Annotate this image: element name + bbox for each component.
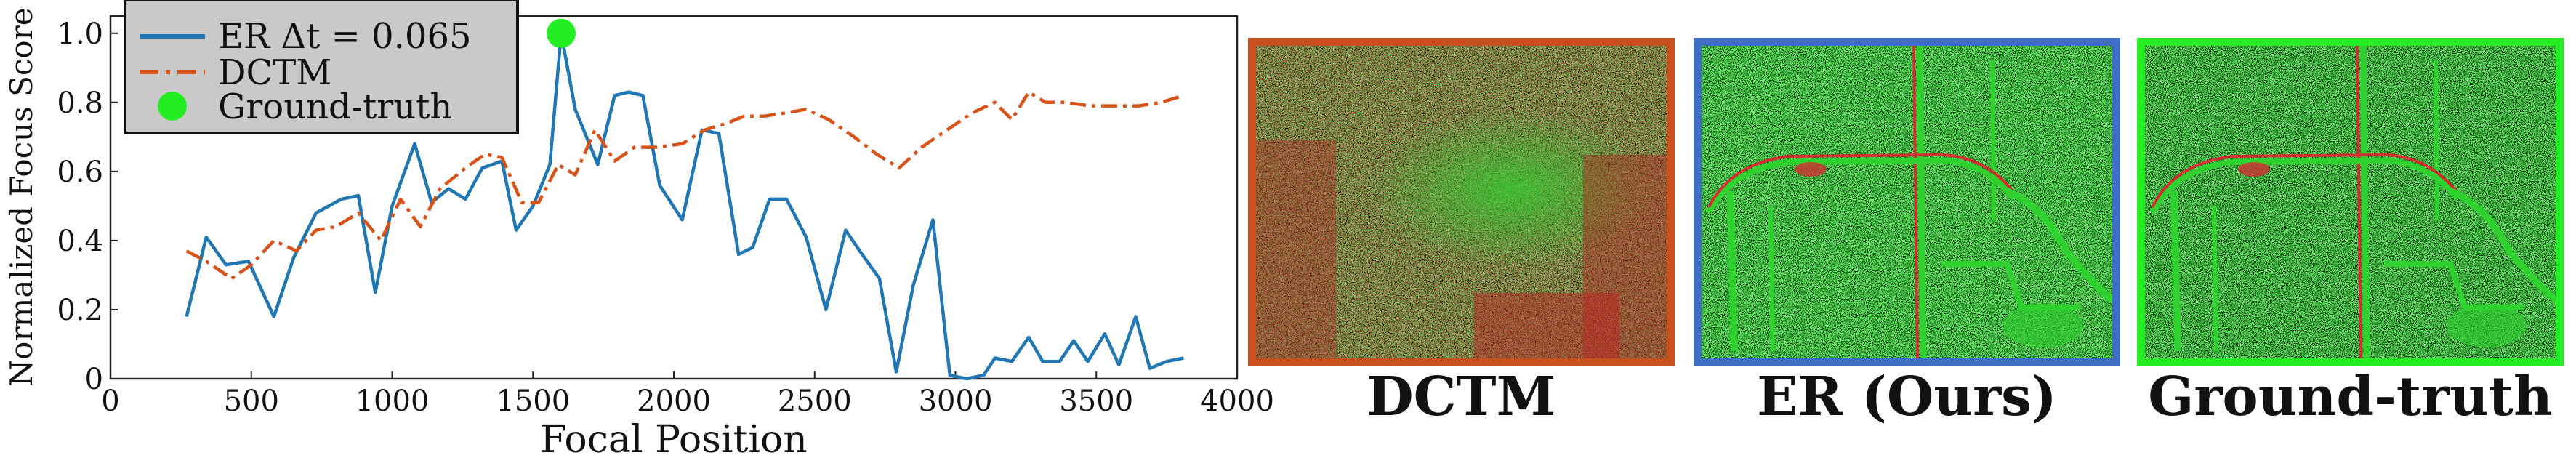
dctm-event-panel	[1248, 38, 1675, 366]
x-tick-label: 1500	[496, 385, 570, 418]
legend-box	[124, 0, 519, 134]
y-axis-label: Normalized Focus Score	[4, 7, 39, 386]
x-tick-label: 4000	[1200, 385, 1274, 418]
series-layer	[185, 18, 1185, 381]
x-axis-ticks: 0 500 1000 1500 2000 2500 3000 3500 4000	[101, 371, 1274, 418]
y-tick-label: 0	[85, 363, 103, 396]
ground-truth-caption: Ground-truth	[2148, 366, 2553, 428]
x-axis-label: Focal Position	[540, 418, 808, 458]
er-event-image	[1702, 46, 2112, 358]
legend: ER Δt = 0.065 DCTM Ground-truth	[124, 0, 519, 134]
x-tick-label: 2500	[778, 385, 852, 418]
legend-ground-truth-marker	[158, 92, 187, 121]
dctm-event-image	[1256, 46, 1667, 358]
ground-truth-event-image	[2145, 46, 2556, 358]
y-tick-label: 0.4	[57, 225, 103, 258]
x-tick-label: 3500	[1059, 385, 1133, 418]
legend-dctm-label: DCTM	[218, 52, 331, 93]
dctm-caption: DCTM	[1367, 366, 1556, 428]
x-tick-label: 500	[224, 385, 279, 418]
er-event-panel	[1694, 38, 2120, 366]
ground-truth-point	[547, 18, 576, 48]
dctm-series-line	[185, 90, 1185, 281]
ground-truth-event-panel	[2137, 38, 2564, 366]
legend-ground-truth-label: Ground-truth	[218, 87, 452, 127]
legend-er-label: ER Δt = 0.065	[218, 16, 472, 57]
y-axis-ticks: 0 0.2 0.4 0.6 0.8 1.0	[57, 17, 118, 396]
y-tick-label: 0.8	[57, 87, 103, 120]
x-tick-label: 2000	[637, 385, 711, 418]
focus-score-plot: 0 500 1000 1500 2000 2500 3000 3500 4000 0 0.2 0.4…	[4, 0, 1274, 458]
x-tick-label: 0	[101, 385, 119, 418]
x-tick-label: 3000	[919, 385, 993, 418]
y-tick-label: 1.0	[57, 17, 103, 51]
er-caption: ER (Ours)	[1757, 366, 2057, 428]
er-series-line	[185, 31, 1184, 381]
y-tick-label: 0.2	[57, 294, 103, 327]
y-tick-label: 0.6	[57, 156, 103, 189]
x-tick-label: 1000	[355, 385, 430, 418]
